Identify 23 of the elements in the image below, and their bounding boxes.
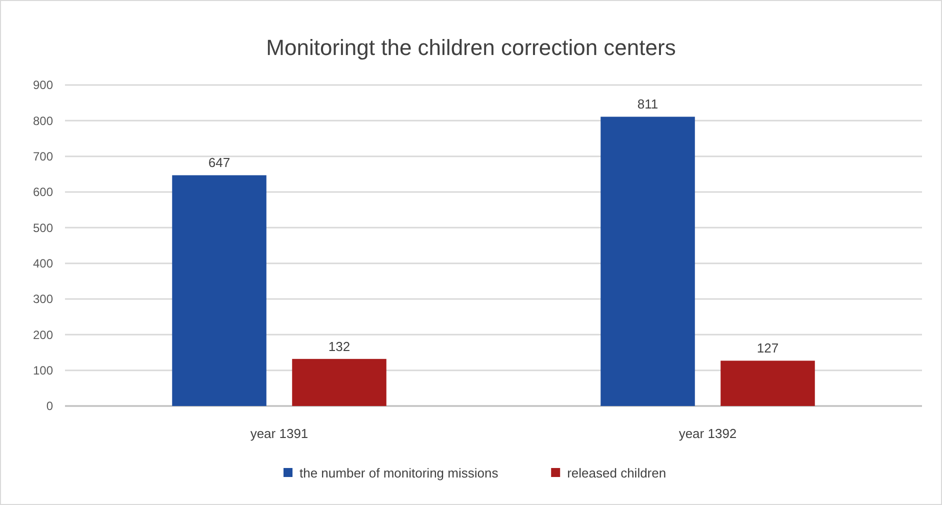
y-tick-label: 900: [32, 78, 54, 92]
bar: [600, 116, 695, 406]
y-tick-label: 800: [32, 114, 54, 128]
y-tick-label: 200: [32, 328, 54, 342]
legend-label: the number of monitoring missions: [300, 466, 499, 481]
data-label: 811: [637, 96, 658, 112]
bar: [292, 358, 386, 406]
data-label: 127: [756, 340, 779, 356]
legend-label: released children: [567, 466, 666, 481]
bar: [720, 360, 815, 406]
y-tick-label: 300: [32, 292, 54, 306]
y-tick-label: 700: [32, 150, 54, 164]
data-label: 647: [208, 155, 230, 170]
y-tick-label: 100: [32, 364, 54, 378]
data-label: 132: [328, 338, 350, 354]
chart-title: Monitoringt the children correction centers: [266, 35, 676, 60]
y-tick-label: 500: [32, 220, 54, 235]
y-tick-label: 0: [46, 399, 54, 414]
y-tick-label: 400: [32, 256, 54, 271]
x-tick-label: year 1392: [678, 426, 737, 441]
bar: [172, 175, 266, 406]
x-tick-label: year 1391: [250, 426, 308, 441]
y-tick-label: 600: [32, 185, 54, 200]
